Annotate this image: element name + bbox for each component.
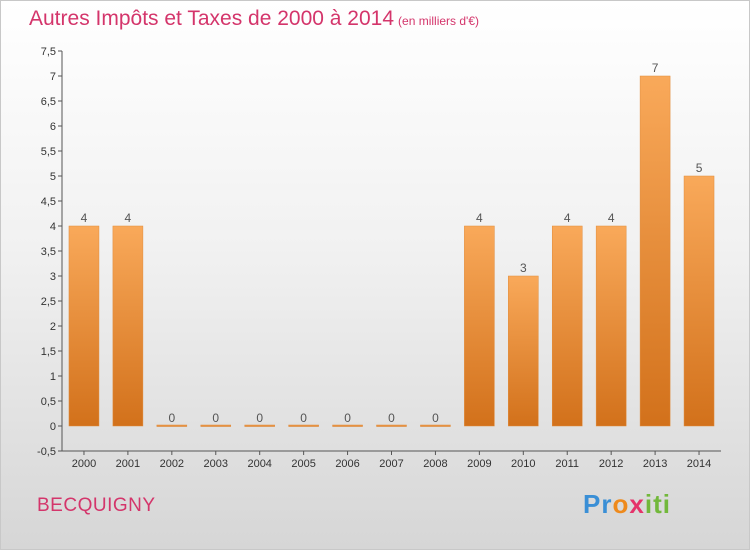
y-tick-label: -0,5 (37, 446, 56, 458)
x-tick-label: 2011 (555, 458, 579, 470)
commune-name: BECQUIGNY (37, 495, 156, 516)
y-tick-label: 7 (50, 71, 56, 83)
data-label: 4 (476, 211, 483, 225)
x-tick-label: 2004 (247, 458, 271, 470)
y-tick-label: 4,5 (41, 196, 56, 208)
x-tick-label: 2014 (687, 458, 711, 470)
logo-letter: P (583, 489, 602, 519)
y-tick-label: 1,5 (41, 346, 56, 358)
x-tick-label: 2012 (599, 458, 623, 470)
bar (112, 225, 144, 427)
data-label: 0 (388, 411, 395, 425)
x-tick-label: 2002 (160, 458, 184, 470)
y-tick-label: 2 (50, 321, 56, 333)
x-tick-label: 2005 (291, 458, 315, 470)
bars (68, 75, 715, 427)
y-tick-label: 5 (50, 171, 56, 183)
bar (420, 424, 451, 427)
logo-letter: r (601, 489, 613, 519)
bar (200, 424, 232, 427)
bar (639, 75, 671, 427)
data-label: 7 (652, 61, 659, 75)
y-tick-label: 6,5 (41, 96, 56, 108)
bar (156, 424, 188, 427)
data-label: 4 (564, 211, 571, 225)
bar (376, 424, 407, 427)
unit-note: (en milliers d'€) (398, 14, 480, 28)
chart-title-text: Autres Impôts et Taxes de 2000 à 2014 (29, 7, 395, 30)
data-label: 5 (696, 161, 703, 175)
data-label: 0 (212, 411, 219, 425)
x-tick-label: 2000 (72, 458, 96, 470)
data-label: 0 (300, 411, 307, 425)
data-label: 0 (344, 411, 351, 425)
data-label: 4 (125, 211, 132, 225)
x-tick-label: 2006 (335, 458, 359, 470)
y-tick-label: 2,5 (41, 296, 56, 308)
data-label: 0 (168, 411, 175, 425)
y-tick-label: 3,5 (41, 246, 56, 258)
x-tick-label: 2010 (511, 458, 535, 470)
axes: -0,5 0 0,5 1 1,5 2 2,5 3 3,5 4 4,5 5 5,5 6 6,5 7 7,5 2000… (37, 46, 721, 470)
data-label: 0 (432, 411, 439, 425)
chart-title: Autres Impôts et Taxes de 2000 à 2014 (en… (29, 7, 479, 31)
logo-letter: i (662, 489, 671, 519)
logo-letter: o (612, 489, 630, 519)
y-tick-label: 5,5 (41, 146, 56, 158)
data-label: 0 (256, 411, 263, 425)
bar (595, 225, 627, 427)
y-tick-label: 4 (50, 221, 56, 233)
y-tick-label: 6 (50, 121, 56, 133)
x-tick-label: 2013 (643, 458, 667, 470)
bar (288, 424, 319, 427)
logo-letter: x (629, 489, 645, 519)
bar (464, 225, 495, 427)
x-tick-label: 2003 (204, 458, 228, 470)
proxiti-logo: Proxiti (583, 489, 671, 520)
bar (332, 424, 363, 427)
data-labels: 4 4 0 0 0 0 0 0 0 4 3 4 4 7 5 (81, 61, 703, 425)
x-tick-label: 2007 (379, 458, 403, 470)
bar (508, 275, 539, 427)
bar (683, 175, 715, 427)
logo-letter: t (653, 489, 663, 519)
x-tick-label: 2001 (116, 458, 140, 470)
data-label: 4 (608, 211, 615, 225)
bar (244, 424, 275, 427)
y-tick-label: 1 (50, 371, 56, 383)
data-label: 3 (520, 261, 527, 275)
y-tick-label: 3 (50, 271, 56, 283)
data-label: 4 (81, 211, 88, 225)
y-tick-label: 7,5 (41, 46, 56, 58)
logo-letter: i (644, 489, 654, 519)
y-tick-label: 0 (50, 421, 56, 433)
x-tick-label: 2008 (423, 458, 447, 470)
bar (68, 225, 100, 427)
y-tick-label: 0,5 (41, 396, 56, 408)
bar (551, 225, 583, 427)
x-tick-label: 2009 (467, 458, 491, 470)
